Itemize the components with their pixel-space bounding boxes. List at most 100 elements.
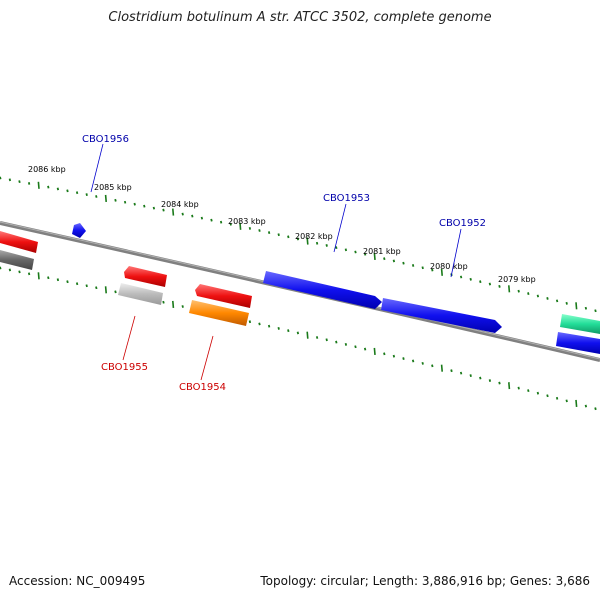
- gene-arrow-cbo1955-red[interactable]: [124, 266, 167, 287]
- minor-tick: [555, 396, 559, 400]
- minor-tick: [66, 280, 69, 284]
- outer-tick-ring: [0, 176, 597, 313]
- minor-tick: [335, 246, 338, 250]
- minor-tick: [210, 218, 213, 222]
- minor-tick: [354, 345, 357, 349]
- minor-tick: [85, 193, 88, 197]
- minor-tick: [219, 220, 223, 224]
- minor-tick: [18, 270, 21, 274]
- minor-tick: [517, 289, 520, 293]
- minor-tick: [181, 305, 184, 308]
- minor-tick: [248, 320, 252, 324]
- minor-tick: [584, 306, 588, 310]
- minor-tick: [335, 340, 338, 344]
- label-leader-cbo1954: [200, 335, 214, 381]
- minor-tick: [95, 286, 98, 290]
- gene-arrow-left-red[interactable]: [0, 231, 38, 253]
- gene-arrow-right-blue[interactable]: [556, 332, 600, 354]
- minor-tick: [344, 248, 348, 252]
- major-tick: [575, 302, 578, 310]
- gene-arrow-right-teal[interactable]: [560, 314, 600, 334]
- minor-tick: [517, 386, 520, 390]
- minor-tick: [383, 352, 386, 356]
- gene-label-cbo1953[interactable]: CBO1953: [323, 193, 370, 204]
- minor-tick: [421, 361, 424, 365]
- major-tick: [306, 331, 309, 339]
- minor-tick: [8, 268, 12, 272]
- minor-tick: [488, 379, 492, 382]
- major-tick: [104, 194, 107, 202]
- tick-label: 2081 kbp: [363, 247, 401, 256]
- gene-arrow-cbo1956[interactable]: [72, 223, 86, 238]
- minor-tick: [75, 191, 79, 195]
- minor-tick: [594, 407, 597, 411]
- minor-tick: [546, 394, 549, 398]
- minor-tick: [95, 195, 98, 198]
- minor-tick: [152, 206, 156, 210]
- gene-arrow-left-gray[interactable]: [0, 250, 34, 270]
- minor-tick: [536, 294, 540, 298]
- minor-tick: [66, 189, 69, 193]
- major-tick: [239, 222, 242, 230]
- major-tick: [508, 382, 511, 390]
- minor-tick: [191, 214, 194, 218]
- minor-tick: [56, 187, 60, 191]
- minor-tick: [325, 338, 328, 342]
- minor-tick: [248, 226, 252, 230]
- major-tick: [373, 347, 376, 356]
- minor-tick: [181, 212, 184, 216]
- minor-tick: [421, 266, 424, 270]
- minor-tick: [258, 322, 261, 326]
- minor-tick: [469, 277, 472, 281]
- minor-tick: [450, 369, 453, 373]
- gene-label-cbo1956[interactable]: CBO1956: [82, 134, 129, 145]
- label-leader-cbo1952: [450, 228, 462, 278]
- minor-tick: [56, 278, 60, 282]
- major-tick: [508, 285, 511, 293]
- minor-tick: [162, 300, 165, 304]
- gene-arrow-cbo1954-orange[interactable]: [189, 300, 249, 326]
- minor-tick: [85, 284, 88, 288]
- minor-tick: [479, 376, 482, 380]
- minor-tick: [162, 208, 165, 212]
- minor-tick: [479, 280, 482, 284]
- gene-label-cbo1955[interactable]: CBO1955: [101, 362, 148, 373]
- major-tick: [575, 399, 578, 408]
- major-tick: [37, 181, 40, 189]
- minor-tick: [498, 381, 501, 385]
- minor-tick: [392, 259, 396, 263]
- accession-text: Accession: NC_009495: [9, 574, 146, 588]
- map-title: Clostridium botulinum A str. ATCC 3502, …: [108, 10, 492, 25]
- gene-arrow-cbo1953[interactable]: [263, 271, 382, 309]
- minor-tick: [27, 182, 31, 185]
- gene-label-cbo1952[interactable]: CBO1952: [439, 218, 486, 229]
- minor-tick: [287, 235, 290, 239]
- minor-tick: [200, 216, 204, 220]
- minor-tick: [363, 252, 367, 256]
- gene-arrow-cbo1955-gray[interactable]: [118, 283, 163, 305]
- minor-tick: [258, 229, 261, 232]
- gene-arrow-cbo1954-red[interactable]: [195, 284, 252, 308]
- gene-arrow-cbo1952[interactable]: [381, 298, 502, 333]
- minor-tick: [315, 336, 319, 339]
- major-tick: [440, 364, 443, 372]
- gene-label-cbo1954[interactable]: CBO1954: [179, 382, 226, 393]
- minor-tick: [277, 326, 280, 330]
- minor-tick: [267, 324, 271, 328]
- minor-tick: [527, 292, 530, 296]
- minor-tick: [469, 374, 472, 378]
- minor-tick: [431, 364, 434, 368]
- minor-tick: [18, 180, 21, 184]
- minor-tick: [133, 202, 136, 206]
- minor-tick: [267, 231, 271, 235]
- minor-tick: [411, 264, 415, 267]
- minor-tick: [114, 198, 117, 202]
- genome-summary-text: Topology: circular; Length: 3,886,916 bp…: [260, 574, 590, 588]
- minor-tick: [392, 354, 396, 358]
- tick-label: 2082 kbp: [295, 232, 333, 241]
- tick-label: 2079 kbp: [498, 275, 536, 284]
- minor-tick: [229, 222, 232, 226]
- minor-tick: [536, 391, 540, 395]
- minor-tick: [546, 297, 549, 300]
